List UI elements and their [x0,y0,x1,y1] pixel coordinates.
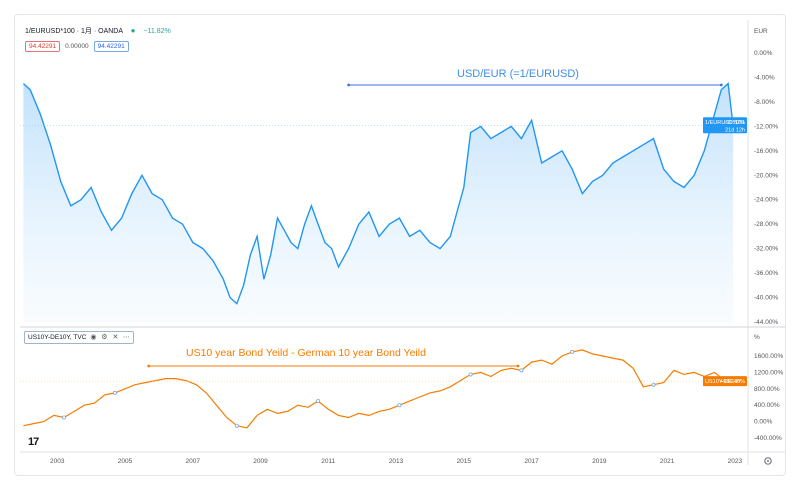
last-price-box[interactable]: 94.42291 [93,41,129,52]
x-tick-label: 2005 [118,458,133,465]
event-marker [62,415,67,420]
y-tick-label-top: -44.00% [754,319,778,326]
x-tick-label: 2019 [592,458,607,465]
y-tick-label-top: -20.00% [754,172,778,179]
event-marker [316,399,321,404]
chart-title-spread: US10 year Bond Yeild - German 10 year Bo… [186,347,426,359]
y-tick-label-top: -32.00% [754,246,778,253]
price-boxes: 94.42291 0.00000 94.42291 [25,41,129,52]
event-marker [234,423,239,428]
x-tick-label: 2007 [186,458,201,465]
settings-gear-icon[interactable] [764,457,772,465]
y-tick-label-bottom: 1200.00% [754,369,783,376]
y-tick-label-top: -4.00% [754,74,775,81]
y-tick-label-top: -28.00% [754,221,778,228]
event-marker [112,390,117,395]
last-price-badge-top: 1/EURUSD*100−11.82%21d 12h [703,117,747,134]
tradingview-logo: 17 [28,436,39,448]
badge-bottom-value: +986.40% [720,379,745,385]
symbol-header[interactable]: 1/EURUSD*100 · 1月 · OANDA ● −11.82% [25,26,171,36]
y-tick-label-top: -16.00% [754,148,778,155]
top-area-fill [23,83,734,322]
y-tick-label-bottom: 0.00% [754,419,773,426]
event-marker [468,372,473,377]
y-tick-label-bottom: 800.00% [754,386,780,393]
market-status-icon: ● [130,26,136,35]
open-price-box[interactable]: 94.42291 [25,41,61,52]
y-tick-label-bottom: -400.00% [754,435,782,442]
pane2-legend[interactable]: US10Y-DE10Y, TVC ◉ ⚙ ✕ ⋯ [24,331,135,344]
y-tick-label-top: -8.00% [754,99,775,106]
series-line-spread [23,349,734,429]
arrow-start-dot [347,83,351,87]
x-tick-label: 2011 [321,458,335,465]
gear-icon[interactable]: ⚙ [101,333,108,341]
close-icon[interactable]: ✕ [112,333,119,341]
event-marker [570,349,575,354]
x-tick-label: 2023 [728,458,743,465]
bottom-unit-label: % [754,334,760,341]
y-tick-label-top: -12.00% [754,123,778,130]
badge-top-symbol: 1/EURUSD*100 [705,120,744,126]
y-tick-label-top: 0.00% [754,50,773,57]
y-tick-label-bottom: 1600.00% [754,353,783,360]
arrow-start-dot [147,364,151,368]
arrow-end-dot [719,83,723,87]
x-tick-label: 2017 [524,458,539,465]
series-line-usdeur [22,82,734,305]
badge-bottom-symbol: US10Y-DE10Y [705,379,742,385]
pane2-symbol: US10Y-DE10Y, TVC [28,334,87,341]
y-tick-label-top: -24.00% [754,197,778,204]
y-tick-label-top: -36.00% [754,270,778,277]
x-tick-label: 2015 [457,458,472,465]
x-tick-label: 2009 [253,458,268,465]
spread-box: 0.00000 [65,43,89,50]
arrow-end-dot [516,364,520,368]
x-tick-label: 2013 [389,458,404,465]
event-marker [397,403,402,408]
x-tick-label: 2021 [660,458,675,465]
x-tick-label: 2003 [50,458,65,465]
badge-top-value: −11.82% [724,120,746,126]
more-icon[interactable]: ⋯ [122,333,130,341]
y-tick-label-top: -40.00% [754,295,778,302]
event-marker [651,382,656,387]
last-price-badge-bottom: US10Y-DE10Y+986.40% [703,376,747,387]
y-tick-label-bottom: 400.00% [754,402,780,409]
change-label: −11.82% [143,28,171,35]
badge-top-time: 21d 12h [725,127,745,133]
top-unit-label: EUR [754,28,768,35]
event-marker [519,368,524,373]
eye-icon[interactable]: ◉ [90,333,97,341]
symbol-label: 1/EURUSD*100 · 1月 · OANDA [25,28,123,35]
chart-title-usdeur: USD/EUR (=1/EURUSD) [457,68,579,80]
